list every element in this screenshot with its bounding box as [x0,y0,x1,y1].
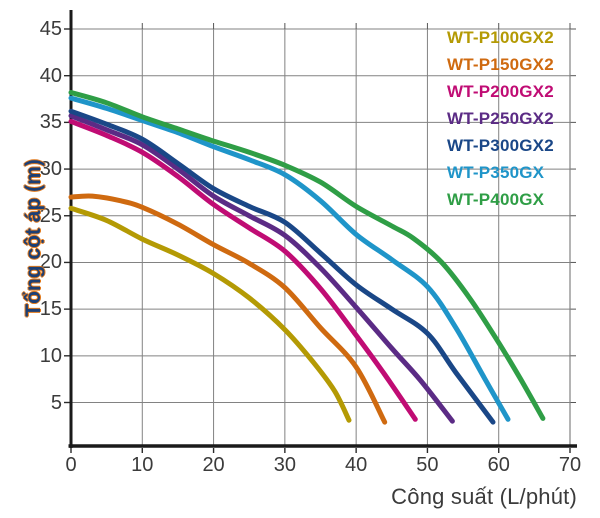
legend-item-WT-P100GX2: WT-P100GX2 [447,28,554,47]
curve-WT-P200GX2 [68,118,418,422]
legend-item-WT-P400GX: WT-P400GX [447,190,545,209]
y-axis-title: Tổng cột áp (m) [22,159,45,317]
x-axis-title: Công suất (L/phút) [391,484,577,509]
y-tick-label-10: 10 [39,344,62,367]
legend-item-WT-P250GX2: WT-P250GX2 [447,109,554,128]
chart-legend: WT-P100GX2 WT-P150GX2 WT-P200GX2 WT-P250GX2… [447,24,554,213]
y-tick-label-25: 25 [39,204,62,227]
y-tick-label-35: 35 [39,111,62,134]
x-tick-label-50: 50 [416,454,439,476]
x-tick-label-40: 40 [345,454,368,476]
curve-WT-P150GX2 [68,193,388,425]
x-tick-label-10: 10 [131,454,154,476]
x-tick-label-60: 60 [487,454,510,476]
x-tick-label-30: 30 [273,454,296,476]
y-tick-label-45: 45 [39,18,62,40]
y-tick-label-5: 5 [50,391,62,414]
legend-item-WT-P150GX2: WT-P150GX2 [447,55,554,74]
curve-WT-P250GX2 [68,113,455,424]
x-tick-label-70: 70 [558,454,582,476]
legend-item-WT-P300GX2: WT-P300GX2 [447,136,554,155]
y-tick-label-20: 20 [39,251,62,274]
x-tick-label-20: 20 [202,454,225,476]
x-tick-label-0: 0 [65,454,77,476]
curve-WT-P100GX2 [68,205,352,423]
curve-WT-P350GX [68,95,511,422]
curve-WT-P400GX [68,90,546,421]
curve-WT-P300GX2 [68,108,496,425]
legend-item-WT-P200GX2: WT-P200GX2 [447,82,554,101]
legend-item-WT-P350GX: WT-P350GX [447,163,545,182]
y-tick-label-30: 30 [39,158,62,181]
y-tick-label-40: 40 [39,64,62,87]
y-tick-label-15: 15 [39,298,62,321]
